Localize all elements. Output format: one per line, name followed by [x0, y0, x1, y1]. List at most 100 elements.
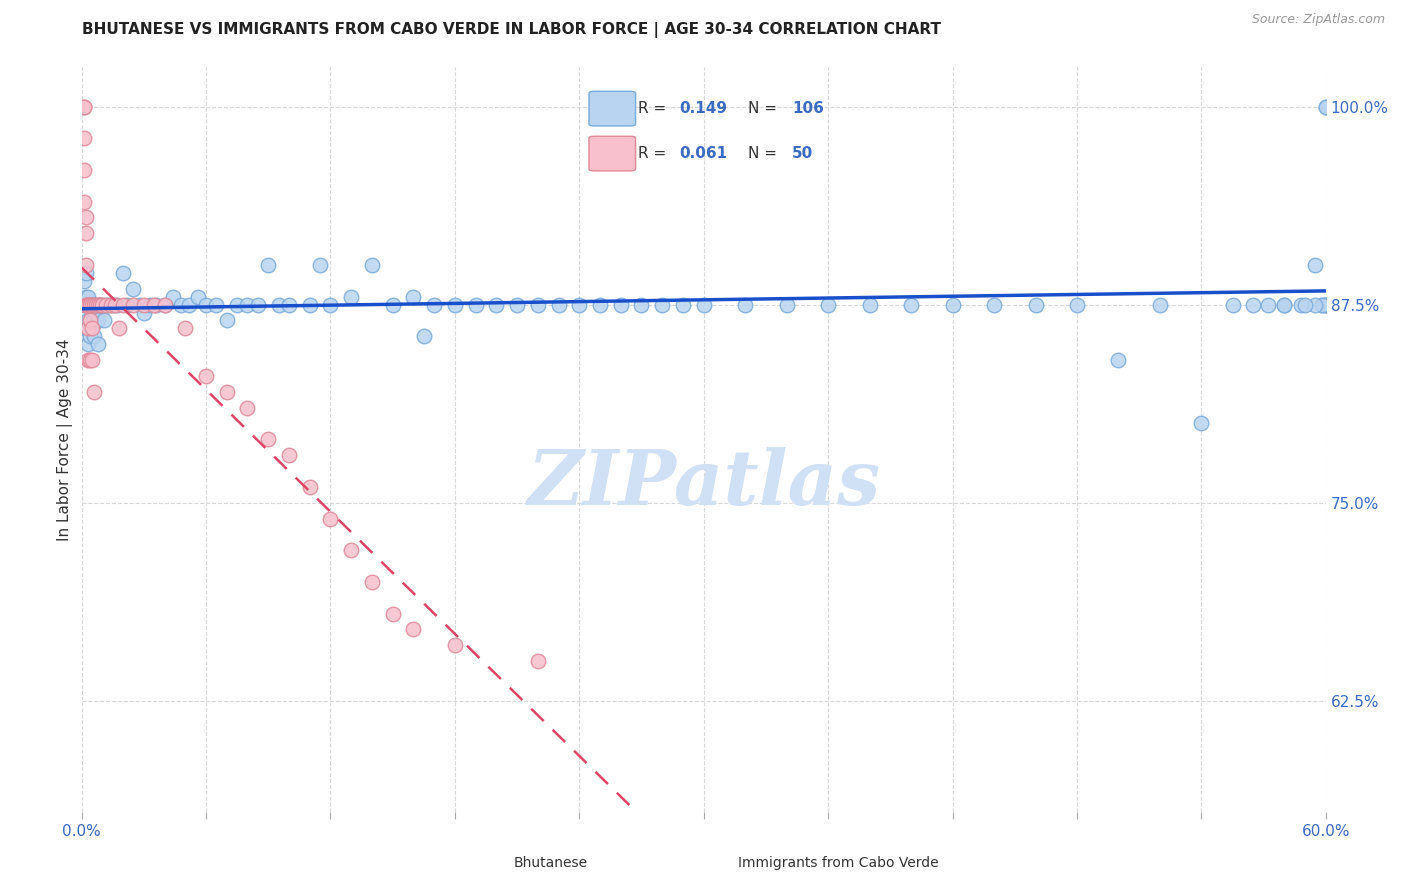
Point: [858, 297, 880, 311]
Point: [381, 297, 404, 311]
Point: [83, 329, 105, 343]
Point: [80, 297, 103, 311]
Point: [96, 297, 118, 311]
Point: [76, 297, 98, 311]
Point: [205, 297, 228, 311]
Point: [80, 353, 103, 368]
Point: [1191, 417, 1213, 431]
Point: [900, 297, 922, 311]
Text: BHUTANESE VS IMMIGRANTS FROM CABO VERDE IN LABOR FORCE | AGE 30-34 CORRELATION C: BHUTANESE VS IMMIGRANTS FROM CABO VERDE …: [82, 22, 941, 38]
Point: [84, 297, 107, 311]
Point: [1289, 297, 1312, 311]
Y-axis label: In Labor Force | Age 30-34: In Labor Force | Age 30-34: [58, 338, 73, 541]
Point: [87, 297, 110, 311]
Text: Source: ZipAtlas.com: Source: ZipAtlas.com: [1251, 13, 1385, 27]
Point: [105, 297, 128, 311]
Point: [1066, 297, 1088, 311]
Point: [319, 297, 342, 311]
Point: [1149, 297, 1171, 311]
Point: [1294, 297, 1316, 311]
Point: [547, 297, 569, 311]
Point: [412, 329, 434, 343]
Point: [226, 297, 249, 311]
Point: [381, 607, 404, 621]
Point: [589, 297, 612, 311]
Point: [1310, 297, 1333, 311]
Point: [319, 511, 342, 525]
Point: [108, 321, 131, 335]
Point: [80, 297, 103, 311]
Point: [72, 162, 94, 177]
Text: R =: R =: [638, 146, 672, 161]
Text: 0.061: 0.061: [679, 146, 727, 161]
Point: [122, 282, 145, 296]
Point: [76, 297, 98, 311]
Point: [236, 401, 259, 415]
Point: [93, 313, 115, 327]
Point: [72, 297, 94, 311]
Point: [215, 313, 238, 327]
Point: [83, 297, 105, 311]
Point: [278, 297, 301, 311]
Point: [1305, 297, 1327, 311]
Point: [75, 266, 97, 280]
Point: [72, 194, 94, 209]
Point: [83, 297, 105, 311]
Point: [101, 297, 124, 311]
Point: [91, 297, 114, 311]
Point: [179, 297, 201, 311]
Point: [80, 321, 103, 335]
Point: [298, 480, 321, 494]
Point: [187, 290, 209, 304]
Point: [76, 313, 98, 327]
Point: [80, 297, 103, 311]
Point: [527, 654, 550, 668]
Point: [215, 384, 238, 399]
Point: [80, 321, 103, 335]
Point: [122, 297, 145, 311]
Point: [423, 297, 446, 311]
Point: [139, 297, 162, 311]
Point: [983, 297, 1005, 311]
Text: 0.149: 0.149: [679, 101, 727, 116]
Point: [309, 258, 332, 272]
Point: [402, 290, 425, 304]
Point: [72, 274, 94, 288]
Point: [942, 297, 965, 311]
Point: [278, 448, 301, 462]
Point: [1315, 99, 1337, 113]
Point: [153, 297, 176, 311]
Point: [194, 297, 218, 311]
Point: [361, 574, 384, 589]
Point: [1315, 297, 1337, 311]
Point: [72, 131, 94, 145]
Point: [76, 337, 98, 351]
Text: N =: N =: [748, 101, 782, 116]
Point: [87, 337, 110, 351]
Point: [84, 305, 107, 319]
Point: [817, 297, 839, 311]
Point: [79, 297, 101, 311]
Point: [75, 297, 97, 311]
Point: [75, 297, 97, 311]
Point: [132, 305, 155, 319]
Text: N =: N =: [748, 146, 782, 161]
Point: [506, 297, 529, 311]
Point: [104, 297, 127, 311]
Point: [75, 290, 97, 304]
Point: [630, 297, 652, 311]
Point: [80, 305, 103, 319]
Point: [1315, 99, 1337, 113]
Point: [1025, 297, 1047, 311]
Point: [267, 297, 290, 311]
Point: [776, 297, 799, 311]
Point: [145, 297, 167, 311]
Point: [76, 321, 98, 335]
Point: [72, 99, 94, 113]
Text: Bhutanese: Bhutanese: [513, 855, 588, 870]
Point: [672, 297, 695, 311]
Point: [87, 313, 110, 327]
Point: [194, 368, 218, 383]
Point: [402, 623, 425, 637]
Point: [89, 297, 111, 311]
